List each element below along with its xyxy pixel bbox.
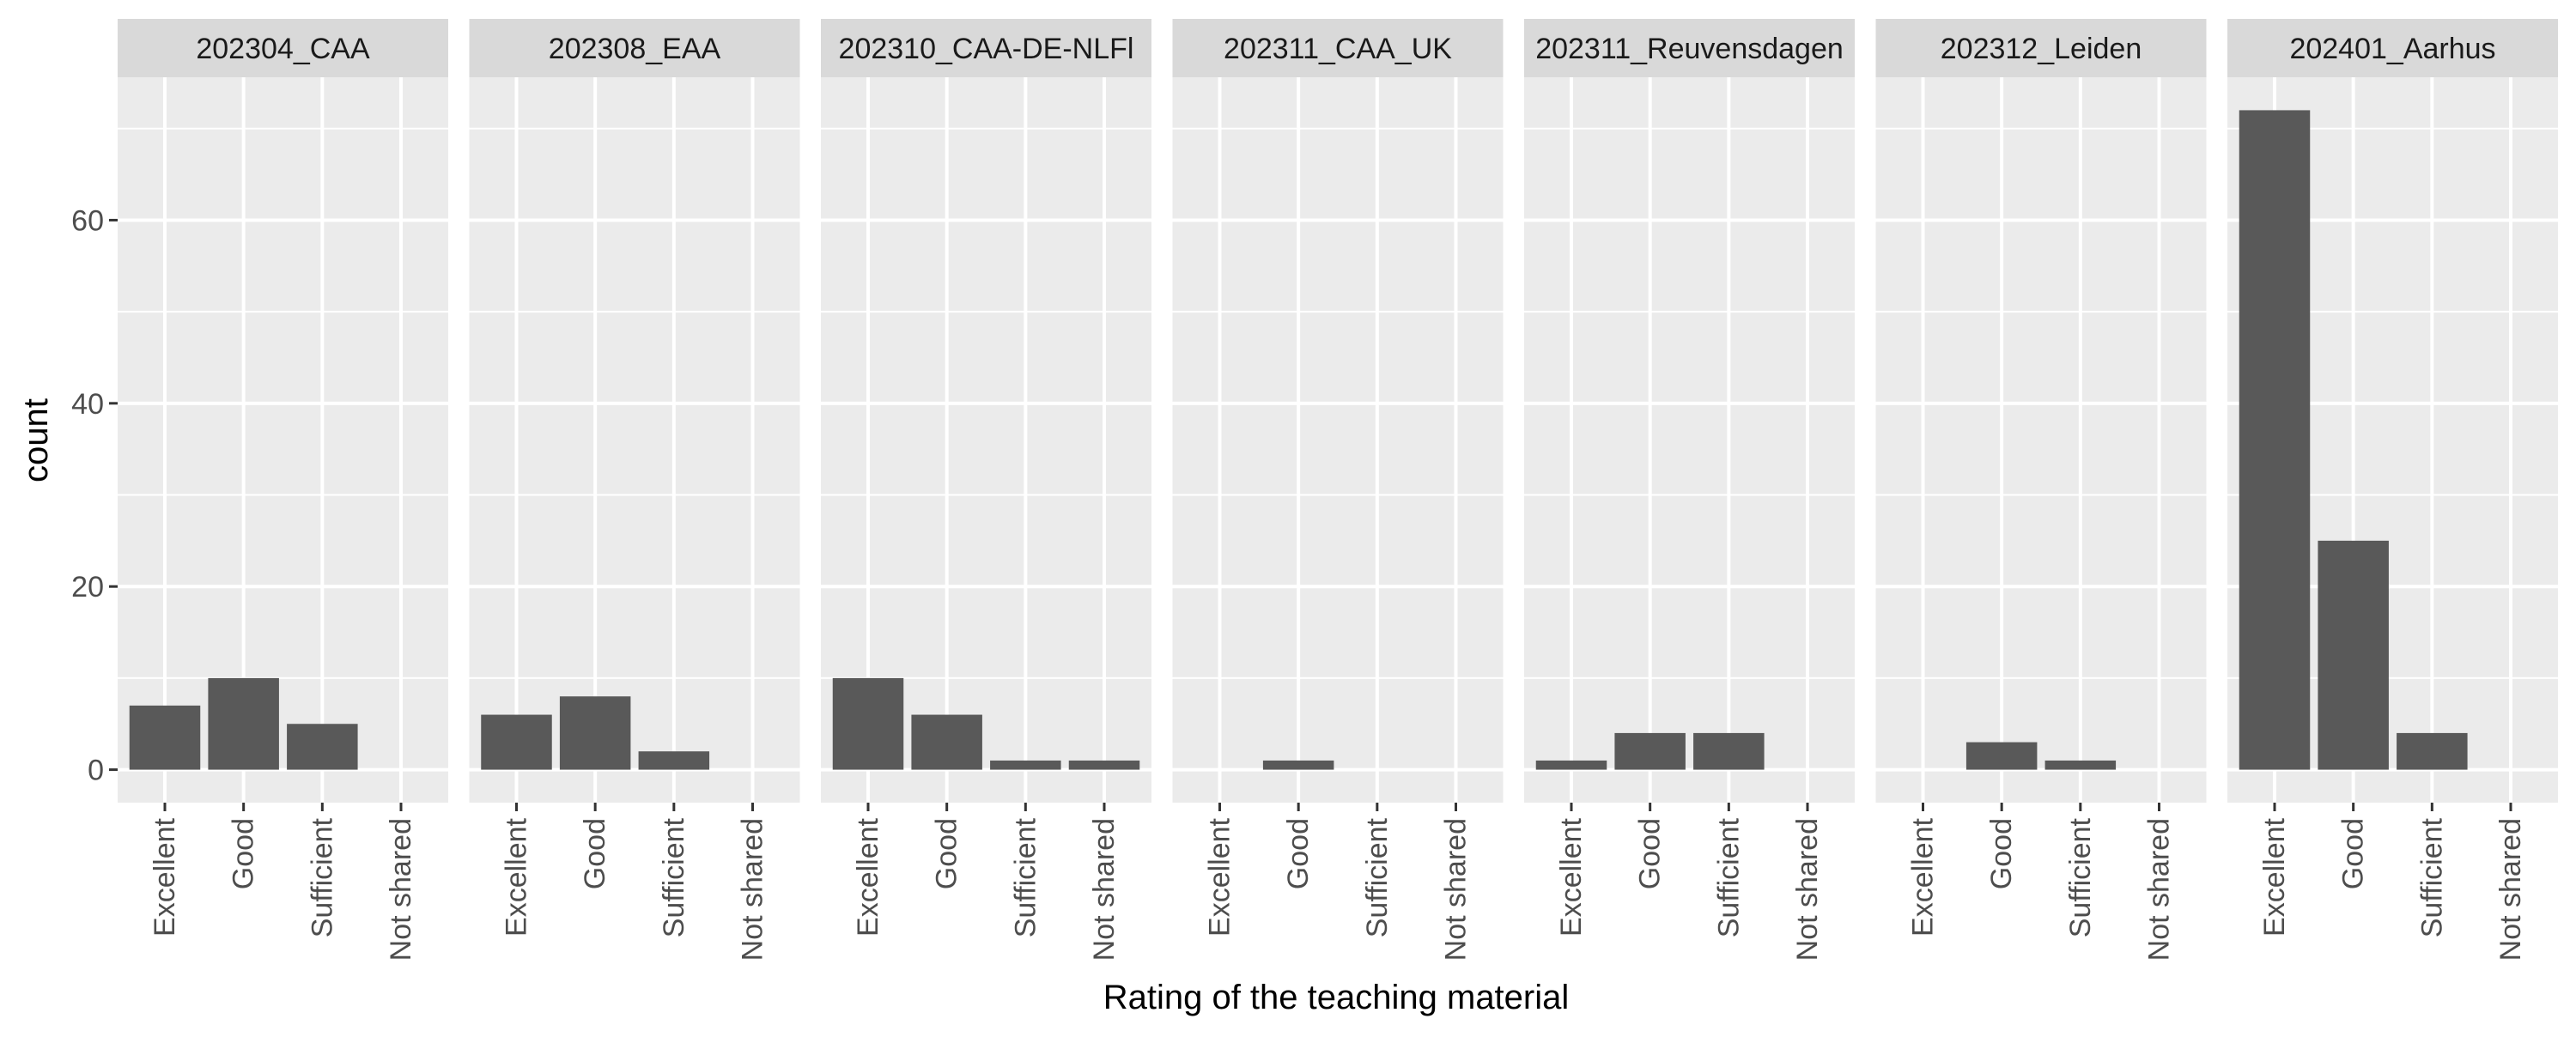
facet-panel: 202308_EAA Excellent Good Sufficient Not sha…	[469, 19, 800, 961]
x-tick-label: Not shared	[1791, 818, 1824, 961]
x-tick-label: Excellent	[2258, 817, 2291, 937]
x-tick-label: Sufficient	[2064, 817, 2097, 937]
x-tick-label: Excellent	[1555, 817, 1588, 937]
x-tick-label: Not shared	[385, 818, 417, 961]
facet-strip-label: 202311_Reuvensdagen	[1535, 33, 1844, 65]
facet-strip-label: 202401_Aarhus	[2289, 33, 2495, 65]
facet-strip	[469, 19, 800, 77]
x-tick-label: Sufficient	[658, 817, 690, 937]
facet-strip	[2227, 19, 2558, 77]
x-tick-label: Not shared	[1088, 818, 1121, 961]
facet-strip	[118, 19, 448, 77]
y-tick-label: 0	[88, 755, 104, 787]
x-tick-label: Sufficient	[2415, 817, 2448, 937]
x-tick-label: Good	[579, 818, 611, 889]
facet-panel: 202311_CAA_UK Excellent Good Sufficient Not …	[1172, 19, 1504, 961]
x-axis-title: Rating of the teaching material	[1103, 979, 1570, 1016]
x-tick-label: Excellent	[1204, 817, 1236, 937]
bar	[208, 677, 279, 770]
facet-panels: 202304_CAA Excellent Good Sufficient Not sha…	[118, 19, 2558, 961]
x-tick-label: Good	[1985, 818, 2018, 889]
x-tick-label: Excellent	[501, 817, 533, 937]
facet-strip-label: 202311_CAA_UK	[1224, 33, 1452, 65]
x-tick-label: Excellent	[852, 817, 884, 937]
x-tick-label: Sufficient	[306, 817, 338, 937]
bar	[1693, 732, 1765, 770]
facet-strip	[1875, 19, 2207, 77]
facet-strip-label: 202312_Leiden	[1941, 33, 2142, 65]
bar	[2239, 110, 2311, 770]
bar	[559, 696, 631, 770]
facet-strip-label: 202308_EAA	[549, 33, 721, 65]
bar	[990, 760, 1061, 770]
panel-background	[1875, 77, 2207, 803]
facet-strip-label: 202310_CAA-DE-NLFl	[839, 33, 1134, 65]
x-tick-label: Not shared	[2143, 818, 2176, 961]
facet-panel: 202312_Leiden Excellent Good Sufficient Not …	[1875, 19, 2207, 961]
bar	[481, 714, 552, 770]
bar	[2318, 540, 2389, 770]
bar	[129, 705, 201, 770]
panel-background	[469, 77, 800, 803]
bar	[1535, 760, 1607, 770]
x-tick-label: Sufficient	[1712, 817, 1745, 937]
y-axis: 0 20 40 60	[71, 204, 118, 787]
y-tick-label: 20	[71, 571, 104, 603]
facet-panel: 202310_CAA-DE-NLFl Excellent Good Sufficien…	[821, 19, 1151, 961]
facet-panel: 202304_CAA Excellent Good Sufficient Not sha…	[118, 19, 448, 961]
x-tick-label: Sufficient	[1361, 817, 1394, 937]
x-tick-label: Not shared	[737, 818, 769, 961]
x-tick-label: Good	[931, 818, 963, 889]
bar	[911, 714, 982, 770]
x-tick-label: Not shared	[2494, 818, 2527, 961]
x-tick-label: Good	[1634, 818, 1667, 889]
y-tick-label: 40	[71, 388, 104, 421]
bar	[1614, 732, 1686, 770]
bar	[832, 677, 904, 770]
bar	[2044, 760, 2117, 770]
bar	[638, 751, 710, 770]
facet-panel: 202311_Reuvensdagen Excellent Good Sufficie…	[1524, 19, 1855, 961]
facet-strip	[1172, 19, 1504, 77]
bar	[287, 724, 358, 770]
panel-background	[118, 77, 448, 803]
y-tick-label: 60	[71, 204, 104, 237]
bar	[2397, 732, 2468, 770]
x-tick-label: Sufficient	[1009, 817, 1042, 937]
x-tick-label: Excellent	[1907, 817, 1940, 937]
x-tick-label: Excellent	[149, 817, 181, 937]
facet-strip	[1524, 19, 1855, 77]
x-tick-label: Not shared	[1440, 818, 1473, 961]
panel-background	[1172, 77, 1504, 803]
bar	[1068, 760, 1140, 770]
x-tick-label: Good	[2337, 818, 2370, 889]
x-tick-label: Good	[228, 818, 260, 889]
facet-strip-label: 202304_CAA	[196, 33, 370, 65]
x-tick-label: Good	[1282, 818, 1315, 889]
bar	[1262, 760, 1334, 770]
y-axis-title: count	[17, 398, 55, 482]
facet-panel: 202401_Aarhus Excellent Good Sufficient Not …	[2227, 19, 2558, 961]
bar	[1965, 742, 2038, 770]
panel-background	[1524, 77, 1855, 803]
facet-strip	[821, 19, 1151, 77]
